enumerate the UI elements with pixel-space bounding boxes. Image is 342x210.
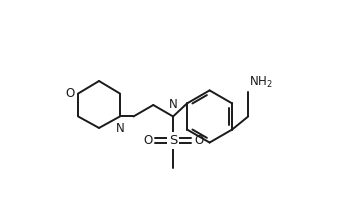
Text: S: S bbox=[169, 134, 177, 147]
Text: N: N bbox=[116, 122, 124, 135]
Text: NH$_2$: NH$_2$ bbox=[249, 75, 273, 90]
Text: O: O bbox=[65, 87, 75, 100]
Text: N: N bbox=[169, 98, 177, 111]
Text: O: O bbox=[194, 134, 203, 147]
Text: O: O bbox=[143, 134, 152, 147]
